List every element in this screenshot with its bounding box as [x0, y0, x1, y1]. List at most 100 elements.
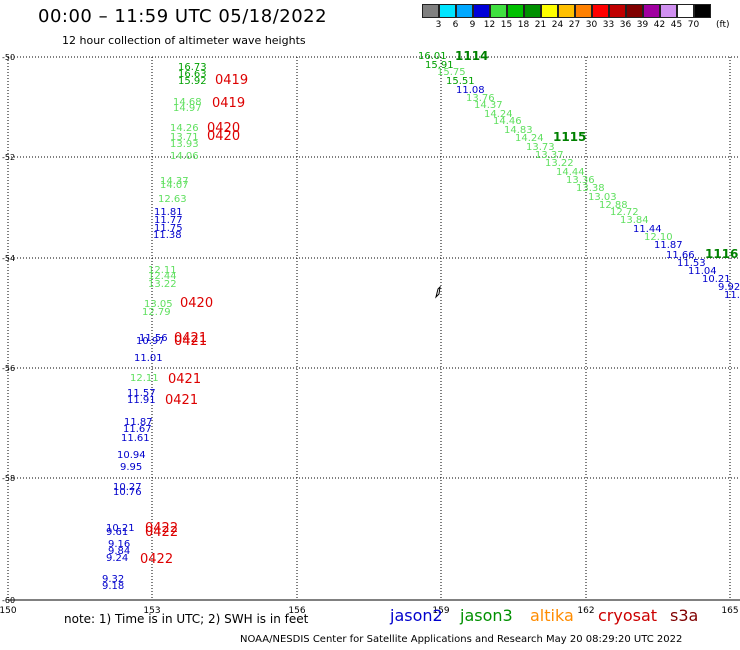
- wave-height-label: 14.24: [484, 109, 513, 120]
- island-outline: [435, 285, 441, 299]
- time-label: 1115: [553, 130, 586, 144]
- page-title: 00:00 – 11:59 UTC 05/18/2022: [38, 6, 328, 27]
- wave-height-label: 11.87: [654, 240, 683, 251]
- wave-height-label: 12.63: [158, 194, 187, 205]
- wave-height-label: 13.73: [526, 142, 555, 153]
- time-label: 0421: [174, 334, 207, 349]
- wave-height-label: 12.72: [610, 207, 639, 218]
- wave-height-label: 11.87: [124, 417, 153, 428]
- time-label: 0419: [215, 73, 248, 88]
- wave-height-label: 10.94: [117, 450, 146, 461]
- time-label: 0422: [140, 552, 173, 567]
- latitude-tick-label: -54: [2, 254, 15, 263]
- color-swatch: [643, 4, 660, 18]
- color-scale-label: 9: [469, 20, 476, 30]
- color-scale-label: 21: [534, 20, 547, 30]
- color-scale-label: 15: [500, 20, 513, 30]
- color-scale-label: 30: [585, 20, 598, 30]
- color-swatch: [439, 4, 456, 18]
- wave-height-label: 12.79: [142, 307, 171, 318]
- color-swatch: [575, 4, 592, 18]
- time-label: 0422: [145, 521, 178, 536]
- wave-height-label: 11.08: [456, 85, 485, 96]
- wave-height-label: 9.16: [108, 539, 130, 550]
- wave-height-label: 10.97: [136, 336, 165, 347]
- wave-height-label: 14.46: [493, 116, 522, 127]
- wave-height-label: 16.63: [178, 69, 207, 80]
- wave-height-label: 9.24: [106, 553, 128, 564]
- page-subtitle: 12 hour collection of altimeter wave hei…: [62, 34, 306, 47]
- color-scale-label: 24: [551, 20, 564, 30]
- color-scale-label: 27: [568, 20, 581, 30]
- color-scale-label: 39: [636, 20, 649, 30]
- wave-height-label: 9.95: [120, 462, 142, 473]
- wave-height-label: 14.06: [170, 151, 199, 162]
- latitude-tick-label: -60: [2, 596, 15, 605]
- wave-height-label: 11.61: [121, 433, 150, 444]
- color-scale-label: 6: [452, 20, 459, 30]
- wave-height-label: 11.01: [134, 353, 163, 364]
- wave-height-label: 14.37: [474, 100, 503, 111]
- wave-height-label: 9.18: [102, 581, 124, 592]
- wave-height-label: 9.92: [718, 282, 740, 293]
- satellite-legend-cryosat: cryosat: [598, 606, 658, 625]
- color-scale-label: 3: [435, 20, 442, 30]
- legend-note: note: 1) Time is in UTC; 2) SWH is in fe…: [64, 612, 309, 626]
- color-scale-bar: [422, 4, 711, 18]
- color-swatch: [558, 4, 575, 18]
- wave-height-label: 13.71: [170, 132, 199, 143]
- color-swatch: [524, 4, 541, 18]
- latitude-tick-label: -52: [2, 153, 15, 162]
- wave-height-label: 11.56: [139, 333, 168, 344]
- wave-height-label: 13.36: [566, 175, 595, 186]
- color-swatch: [677, 4, 694, 18]
- wave-height-label: 14.97: [173, 103, 202, 114]
- time-label: 1116: [705, 247, 738, 261]
- wave-height-label: 11.91: [127, 395, 156, 406]
- time-label: 0420: [207, 129, 240, 144]
- wave-height-label: 15.92: [178, 76, 207, 87]
- wave-height-label: 13.22: [545, 158, 574, 169]
- longitude-tick-label: 162: [577, 606, 594, 616]
- satellite-legend-jason3: jason3: [460, 606, 513, 625]
- wave-height-label: 14.37: [160, 176, 189, 187]
- time-label: 0421: [168, 372, 201, 387]
- color-scale-label: 18: [517, 20, 530, 30]
- wave-height-label: 15.75: [437, 67, 466, 78]
- satellite-legend-s3a: s3a: [670, 606, 699, 625]
- wave-height-label: 13.03: [588, 192, 617, 203]
- color-swatch: [490, 4, 507, 18]
- longitude-tick-label: 153: [143, 606, 160, 616]
- wave-height-label: 16.73: [178, 62, 207, 73]
- longitude-tick-label: 156: [288, 606, 305, 616]
- wave-height-label: 12.44: [148, 271, 177, 282]
- latitude-tick-label: -50: [2, 53, 15, 62]
- satellite-legend-jason2: jason2: [390, 606, 443, 625]
- satellite-legend-altika: altika: [530, 606, 574, 625]
- wave-height-label: 9.61: [106, 527, 128, 538]
- wave-height-label: 11.81: [154, 207, 183, 218]
- longitude-tick-label: 159: [432, 606, 449, 616]
- wave-height-label: 12.11: [148, 265, 177, 276]
- color-swatch: [694, 4, 711, 18]
- wave-height-label: 14.83: [504, 125, 533, 136]
- color-swatch: [507, 4, 524, 18]
- wave-height-label: 10.76: [113, 487, 142, 498]
- time-label: 0421: [174, 331, 207, 346]
- color-scale-label: 36: [619, 20, 632, 30]
- wave-height-label: 10.21: [702, 274, 731, 285]
- wave-height-label: 11.53: [677, 258, 706, 269]
- time-label: 0419: [212, 96, 245, 111]
- wave-height-label: 15.91: [425, 60, 454, 71]
- color-swatch: [422, 4, 439, 18]
- wave-height-label: 11.75: [154, 223, 183, 234]
- color-swatch: [456, 4, 473, 18]
- wave-height-label: 11.66: [666, 250, 695, 261]
- time-label: 0420: [207, 121, 240, 136]
- wave-height-label: 14.44: [556, 167, 585, 178]
- color-scale-label: 33: [602, 20, 615, 30]
- latitude-tick-label: -56: [2, 364, 15, 373]
- color-swatch: [609, 4, 626, 18]
- longitude-tick-label: 150: [0, 606, 17, 616]
